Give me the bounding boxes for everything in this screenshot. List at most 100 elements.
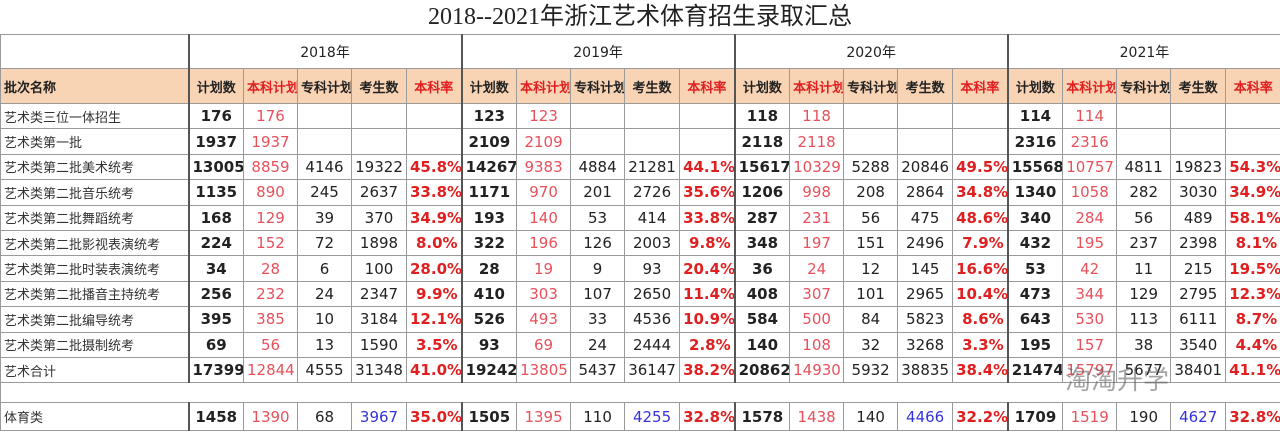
data-cell: 42 <box>1062 255 1118 282</box>
column-header: 本科率 <box>952 68 1009 104</box>
data-cell: 13 <box>297 331 352 358</box>
data-cell: 2118 <box>733 128 791 155</box>
data-cell: 34.9% <box>1225 179 1280 206</box>
column-header: 专科计划 <box>297 68 352 104</box>
data-row: 艺术类第二批美术统考 13005 8859 4146 19322 45.8% 14267 93… <box>0 153 1280 181</box>
data-cell: 20862 <box>733 356 791 384</box>
data-cell: 208 <box>843 179 899 206</box>
data-row: 艺术类第一批 1937 1937 2109 2109 2118 2118 2316 2316 <box>0 128 1280 155</box>
data-cell: 2109 <box>460 128 518 155</box>
data-cell: 370 <box>351 204 407 231</box>
data-cell: 38.4% <box>952 356 1009 384</box>
data-cell: 38 <box>1116 331 1172 358</box>
data-cell: 2109 <box>516 128 572 155</box>
data-row: 艺术类第二批舞蹈统考 168 129 39 370 34.9% 193 140 53 414 33.… <box>0 204 1280 231</box>
data-cell: 395 <box>187 306 244 333</box>
empty-cell <box>843 128 899 155</box>
data-cell: 8859 <box>243 153 298 181</box>
data-cell: 140 <box>516 204 572 231</box>
empty-cell <box>405 102 463 130</box>
data-cell: 36147 <box>624 356 681 384</box>
data-cell: 1519 <box>1062 402 1118 432</box>
data-cell: 15568 <box>1006 153 1064 181</box>
data-cell: 1390 <box>243 402 298 432</box>
data-cell: 20846 <box>897 153 954 181</box>
data-cell: 56 <box>843 204 899 231</box>
data-cell: 232 <box>243 280 298 308</box>
row-name: 艺术合计 <box>0 356 189 384</box>
data-cell: 1898 <box>351 229 407 257</box>
empty-cell <box>351 128 407 155</box>
data-cell: 123 <box>516 102 572 130</box>
data-cell: 35.0% <box>405 402 463 432</box>
data-cell: 6 <box>297 255 352 282</box>
data-cell: 21474 <box>1006 356 1064 384</box>
data-cell: 19322 <box>351 153 407 181</box>
row-name: 艺术类第二批时装表演统考 <box>0 255 189 282</box>
data-cell: 11 <box>1116 255 1172 282</box>
table-title: 2018--2021年浙江艺术体育招生录取汇总 <box>428 4 852 30</box>
data-cell: 19823 <box>1170 153 1227 181</box>
data-cell: 145 <box>897 255 954 282</box>
data-cell: 245 <box>297 179 352 206</box>
data-cell: 69 <box>187 331 244 358</box>
data-row: 艺术类第二批时装表演统考 34 28 6 100 28.0% 28 19 9 93 20.4% 36 2… <box>0 255 1280 282</box>
data-cell: 344 <box>1062 280 1118 308</box>
data-cell: 2398 <box>1170 229 1227 257</box>
data-cell: 157 <box>1062 331 1118 358</box>
data-cell: 2637 <box>351 179 407 206</box>
data-cell: 32.2% <box>952 402 1009 432</box>
summary-table: 2018年 2019年 2020年 2021年 批次名称 计划数 本科计划 专科计划 考生数 本科… <box>0 34 1280 432</box>
data-cell: 101 <box>843 280 899 308</box>
data-cell: 93 <box>460 331 518 358</box>
data-cell: 4.4% <box>1225 331 1280 358</box>
column-header-row: 批次名称 计划数 本科计划 专科计划 考生数 本科率 计划数 本科计划 专科计划 考生数 本科率 计划… <box>0 68 1280 104</box>
data-cell: 475 <box>897 204 954 231</box>
data-cell: 2118 <box>789 128 845 155</box>
data-cell: 15797 <box>1062 356 1118 384</box>
data-cell: 2316 <box>1062 128 1118 155</box>
data-cell: 14930 <box>789 356 845 384</box>
data-cell: 1171 <box>460 179 518 206</box>
data-row: 艺术类三位一体招生 176 176 123 123 118 118 114 114 <box>0 102 1280 130</box>
data-cell: 1505 <box>460 402 518 432</box>
empty-cell <box>405 128 463 155</box>
data-cell: 3030 <box>1170 179 1227 206</box>
data-cell: 21281 <box>624 153 681 181</box>
column-header: 本科计划 <box>516 68 572 104</box>
data-cell: 19242 <box>460 356 518 384</box>
data-cell: 4555 <box>297 356 352 384</box>
column-header: 本科率 <box>405 68 463 104</box>
data-cell: 284 <box>1062 204 1118 231</box>
data-cell: 32.8% <box>679 402 736 432</box>
data-cell: 5437 <box>570 356 626 384</box>
year-header: 2018年 <box>187 34 463 69</box>
data-cell: 176 <box>243 102 298 130</box>
data-cell: 2496 <box>897 229 954 257</box>
data-cell: 3.3% <box>952 331 1009 358</box>
data-row: 艺术类第二批编导统考 395 385 10 3184 12.1% 526 493 33 4536 1… <box>0 306 1280 333</box>
data-cell: 123 <box>460 102 518 130</box>
row-name: 艺术类第二批影视表演统考 <box>0 229 189 257</box>
data-cell: 8.0% <box>405 229 463 257</box>
data-cell: 24 <box>297 280 352 308</box>
data-cell: 1937 <box>243 128 298 155</box>
data-cell: 2864 <box>897 179 954 206</box>
row-name: 艺术类第一批 <box>0 128 189 155</box>
data-cell: 530 <box>1062 306 1118 333</box>
data-cell: 1709 <box>1006 402 1064 432</box>
empty-cell <box>897 102 954 130</box>
data-cell: 1438 <box>789 402 845 432</box>
data-cell: 526 <box>460 306 518 333</box>
data-cell: 970 <box>516 179 572 206</box>
data-cell: 8.1% <box>1225 229 1280 257</box>
data-cell: 322 <box>460 229 518 257</box>
column-header: 本科计划 <box>1062 68 1118 104</box>
data-cell: 4811 <box>1116 153 1172 181</box>
data-cell: 303 <box>516 280 572 308</box>
data-cell: 15617 <box>733 153 791 181</box>
data-cell: 256 <box>187 280 244 308</box>
year-header: 2021年 <box>1006 34 1280 69</box>
watermark: 淘淘升学 <box>1065 366 1170 396</box>
data-row: 艺术类第二批影视表演统考 224 152 72 1898 8.0% 322 196 126 200… <box>0 229 1280 257</box>
